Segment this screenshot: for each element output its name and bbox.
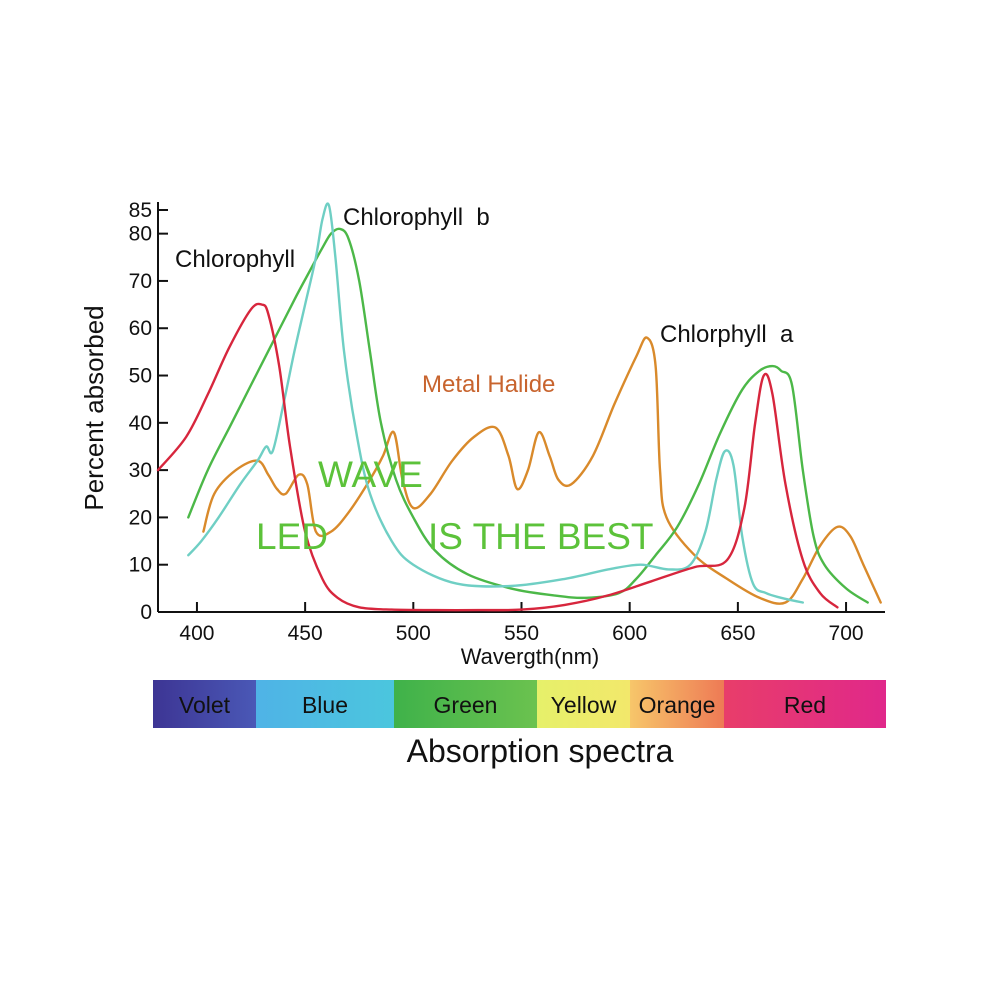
spectrum-label: Orange: [639, 692, 716, 718]
x-tick-label: 650: [720, 622, 755, 645]
label-chlorophyll-b: Chlorophyll b: [343, 204, 490, 231]
spectrum-segment: [630, 680, 724, 728]
y-tick-label: 60: [129, 317, 152, 340]
y-tick-label: 40: [129, 412, 152, 435]
y-tick-label: 30: [129, 459, 152, 482]
spectrum-segment: [153, 680, 256, 728]
label-chlorophyll: Chlorophyll: [175, 246, 295, 273]
y-tick-label: 20: [129, 506, 152, 529]
x-tick-label: 700: [829, 622, 864, 645]
label-wave: WAVE: [318, 454, 423, 495]
spectrum-label: Volet: [179, 692, 231, 718]
label-led: LED: [256, 516, 328, 557]
series-lines: [156, 202, 882, 612]
spectrum-segment: [724, 680, 886, 728]
label-is-the-best: IS THE BEST: [428, 516, 654, 557]
spectrum-label: Blue: [302, 692, 348, 718]
series-line-chlorophyll-b: [187, 227, 869, 604]
label-chlorophyll-a: Chlorphyll a: [660, 321, 794, 348]
spectrum-segment: [537, 680, 630, 728]
y-tick-label: 85: [129, 199, 152, 222]
y-tick-label: 70: [129, 270, 152, 293]
x-tick-label: 600: [612, 622, 647, 645]
chart-title: Absorption spectra: [407, 733, 674, 769]
spectrum-segment: [256, 680, 394, 728]
x-axis-title: Waverɡth(nm): [461, 644, 600, 669]
y-tick-label: 80: [129, 223, 152, 246]
y-axis-title: Percent absorbed: [79, 305, 109, 510]
y-tick-label: 0: [140, 601, 152, 624]
spectrum-label: Yellow: [551, 692, 617, 718]
y-tick-label: 10: [129, 554, 152, 577]
spectrum-segment: [394, 680, 537, 728]
x-tick-label: 450: [288, 622, 323, 645]
label-metal-halide: Metal Halide: [422, 371, 555, 398]
y-tick-label: 50: [129, 365, 152, 388]
x-tick-label: 400: [179, 622, 214, 645]
series-line-metal-halide: [202, 336, 882, 605]
spectrum-label: Red: [784, 692, 826, 718]
spectrum-bar: Volet Blue Green Yellow Orange Red: [153, 680, 886, 728]
x-tick-label: 550: [504, 622, 539, 645]
series-line-chlorophyll: [156, 302, 839, 612]
spectrum-label: Green: [434, 692, 498, 718]
series-line-chlorphyll-a: [187, 202, 804, 604]
x-tick-label: 500: [396, 622, 431, 645]
